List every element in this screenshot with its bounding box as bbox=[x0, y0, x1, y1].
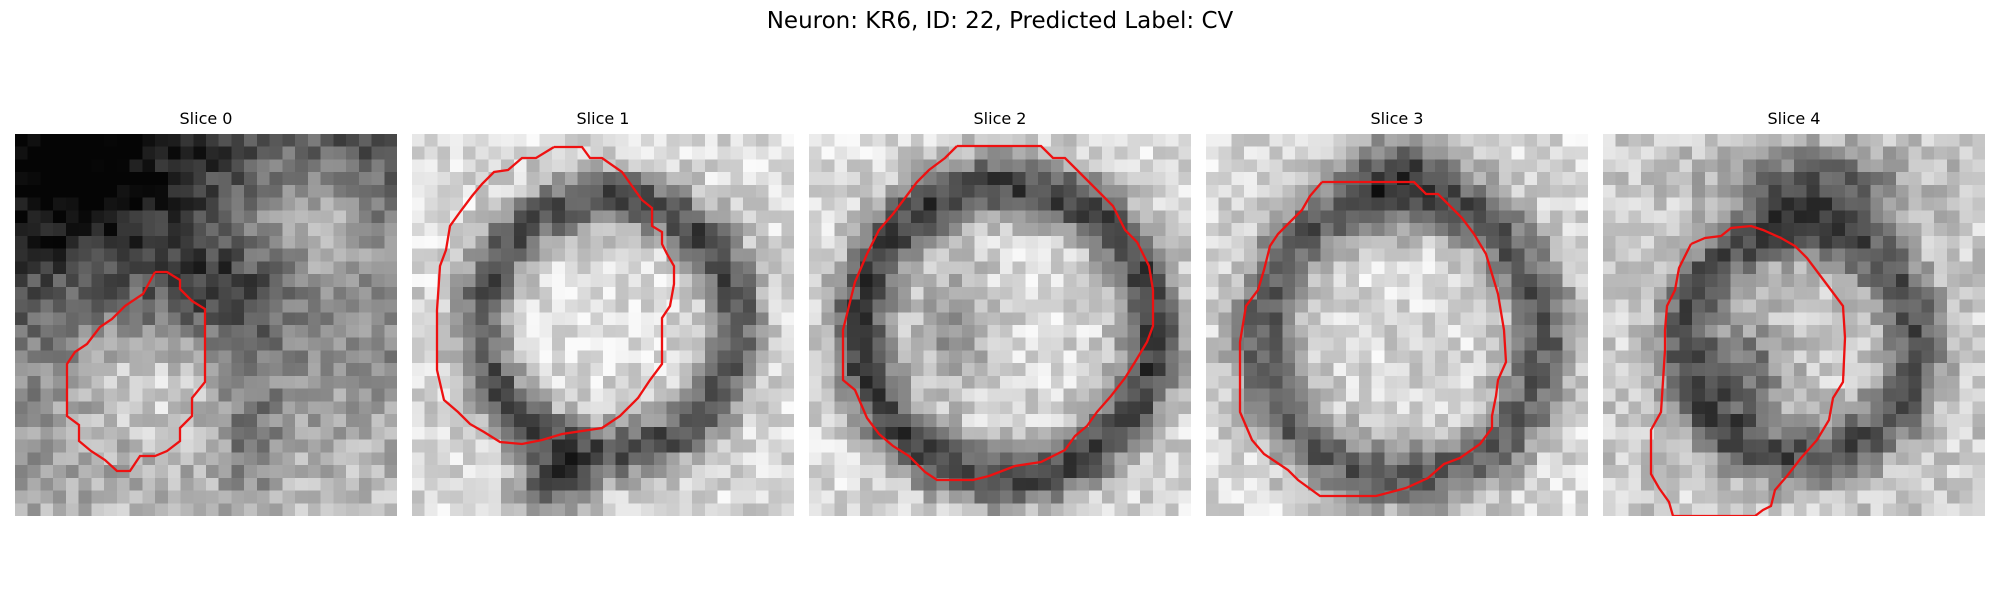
slice-title: Slice 4 bbox=[1767, 109, 1821, 128]
slice-title: Slice 3 bbox=[1370, 109, 1424, 128]
segmentation-contour bbox=[435, 145, 676, 446]
grayscale-microscopy-image bbox=[15, 134, 397, 516]
grayscale-microscopy-image bbox=[1603, 134, 1985, 516]
contour-overlay bbox=[65, 270, 207, 473]
segmentation-contour bbox=[65, 270, 207, 473]
grayscale-microscopy-image bbox=[809, 134, 1191, 516]
grayscale-microscopy-image bbox=[1206, 134, 1588, 516]
slice-panel-0: Slice 0 bbox=[15, 108, 397, 516]
slice-panel-4: Slice 4 bbox=[1603, 108, 1985, 516]
slice-title: Slice 1 bbox=[576, 109, 630, 128]
slice-panel-2: Slice 2 bbox=[809, 108, 1191, 516]
slice-image bbox=[809, 134, 1191, 516]
slice-image bbox=[1206, 134, 1588, 516]
contour-overlay bbox=[435, 145, 676, 446]
segmentation-contour bbox=[1649, 224, 1847, 516]
slice-panel-1: Slice 1 bbox=[412, 108, 794, 516]
contour-overlay bbox=[1649, 224, 1847, 516]
slice-title: Slice 2 bbox=[973, 109, 1027, 128]
contour-overlay bbox=[841, 144, 1155, 482]
grayscale-microscopy-image bbox=[412, 134, 794, 516]
segmentation-contour bbox=[841, 144, 1155, 482]
slice-image bbox=[1603, 134, 1985, 516]
slice-image bbox=[15, 134, 397, 516]
segmentation-contour bbox=[1238, 180, 1508, 498]
slice-panel-3: Slice 3 bbox=[1206, 108, 1588, 516]
figure-title: Neuron: KR6, ID: 22, Predicted Label: CV bbox=[766, 8, 1234, 34]
slice-title: Slice 0 bbox=[179, 109, 233, 128]
contour-overlay bbox=[1238, 180, 1508, 498]
slice-image bbox=[412, 134, 794, 516]
